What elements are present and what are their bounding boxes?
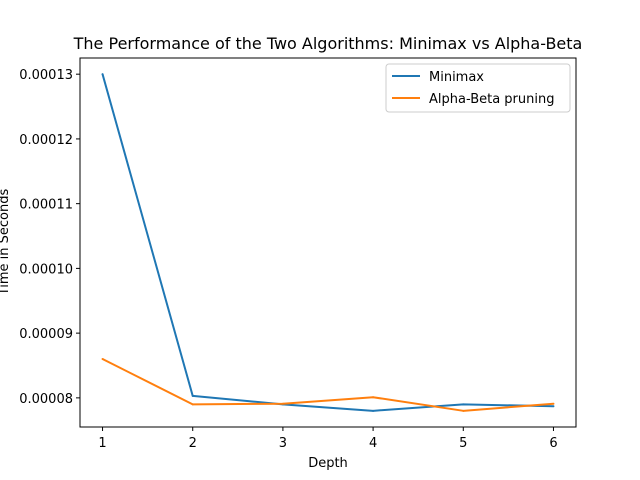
y-tick-label: 0.00013 bbox=[19, 68, 73, 83]
axes-frame bbox=[79, 57, 577, 428]
y-axis-label: Time in Seconds bbox=[0, 189, 12, 297]
data-point bbox=[101, 73, 104, 76]
data-point bbox=[191, 403, 194, 406]
x-axis-label: Depth bbox=[308, 456, 348, 471]
series-line-1 bbox=[101, 73, 554, 412]
x-tick-label: 4 bbox=[369, 436, 377, 451]
legend-label: Minimax bbox=[429, 70, 484, 85]
x-tick-label: 2 bbox=[189, 436, 197, 451]
data-point bbox=[101, 358, 104, 361]
plot-area: 1 2 3 4 5 6 0.00008 0.00009 0.00010 0.00011 0.0001… bbox=[19, 68, 557, 451]
y-tick-label: 0.00012 bbox=[19, 133, 73, 148]
x-tick-label: 6 bbox=[549, 436, 557, 451]
legend: Minimax Alpha-Beta pruning bbox=[385, 63, 571, 113]
data-point bbox=[281, 402, 284, 405]
legend-box bbox=[385, 63, 571, 113]
y-tick-label: 0.00010 bbox=[19, 262, 73, 277]
series-line-2 bbox=[102, 358, 554, 412]
data-point bbox=[552, 402, 555, 405]
x-tick-label: 3 bbox=[279, 436, 287, 451]
legend-label: Alpha-Beta pruning bbox=[429, 92, 554, 107]
data-point bbox=[462, 403, 465, 406]
data-point bbox=[372, 409, 375, 412]
data-point bbox=[191, 394, 194, 397]
y-tick-label: 0.00008 bbox=[19, 392, 73, 407]
data-point bbox=[552, 405, 555, 408]
x-tick-label: 5 bbox=[459, 436, 467, 451]
y-tick-label: 0.00009 bbox=[19, 327, 73, 342]
chart-title: The Performance of the Two Algorithms: M… bbox=[73, 34, 583, 53]
data-point bbox=[462, 409, 465, 412]
data-point bbox=[372, 396, 375, 399]
y-tick-label: 0.00011 bbox=[19, 198, 73, 213]
x-tick-label: 1 bbox=[98, 436, 106, 451]
